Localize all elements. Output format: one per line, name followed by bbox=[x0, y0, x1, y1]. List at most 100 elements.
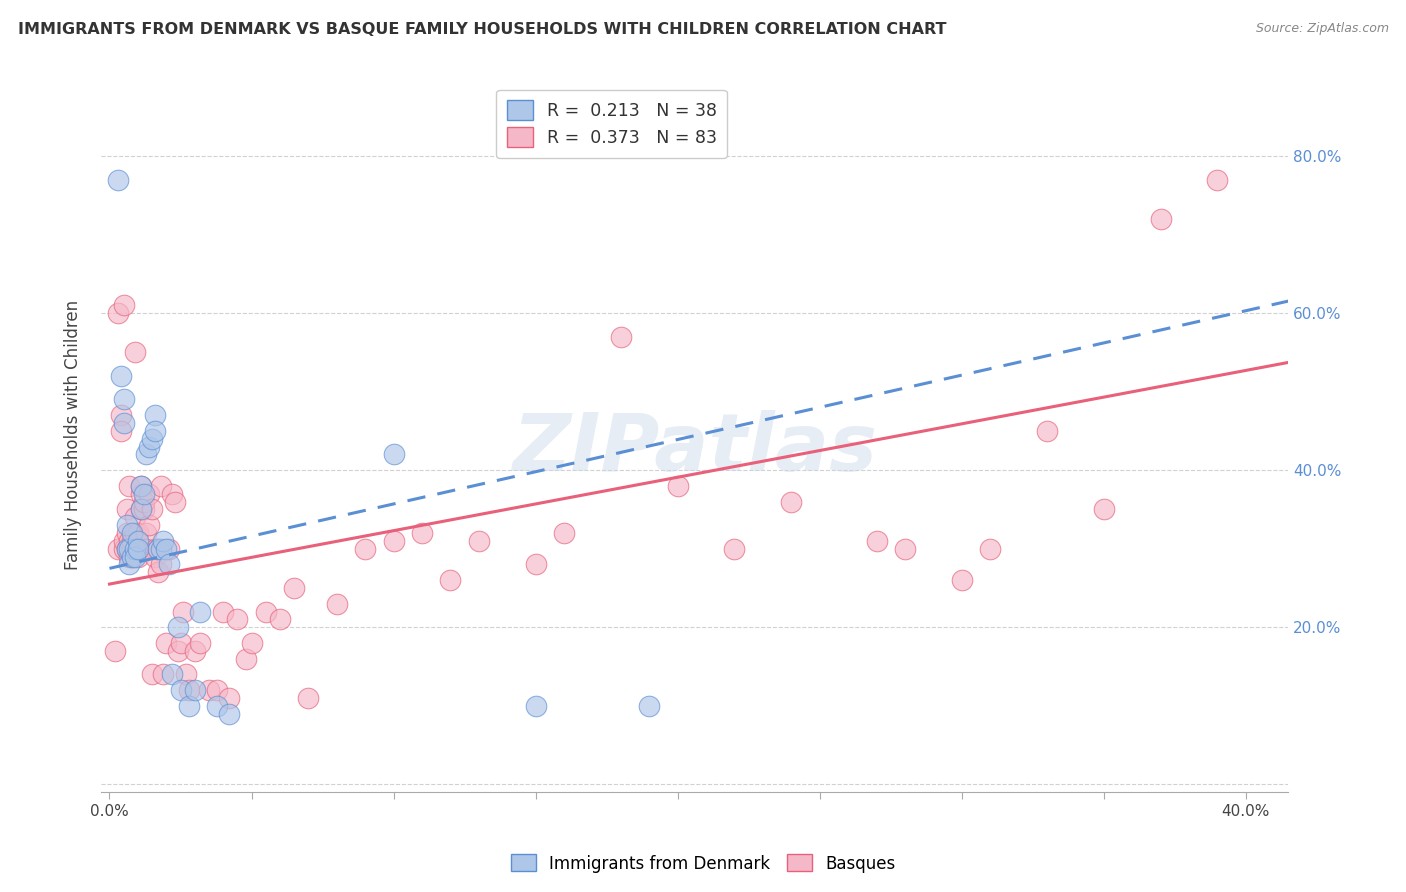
Point bbox=[894, 541, 917, 556]
Point bbox=[155, 541, 177, 556]
Point bbox=[127, 526, 149, 541]
Point bbox=[127, 541, 149, 556]
Point bbox=[115, 541, 138, 556]
Point bbox=[143, 541, 166, 556]
Point bbox=[112, 416, 135, 430]
Point bbox=[172, 605, 194, 619]
Point bbox=[183, 683, 205, 698]
Point bbox=[129, 479, 152, 493]
Point bbox=[141, 502, 163, 516]
Point bbox=[524, 558, 547, 572]
Point bbox=[174, 667, 197, 681]
Point bbox=[143, 424, 166, 438]
Point bbox=[129, 487, 152, 501]
Point bbox=[127, 549, 149, 564]
Point bbox=[110, 368, 132, 383]
Legend: R =  0.213   N = 38, R =  0.373   N = 83: R = 0.213 N = 38, R = 0.373 N = 83 bbox=[496, 90, 727, 158]
Point bbox=[190, 636, 212, 650]
Point bbox=[226, 612, 249, 626]
Point bbox=[112, 392, 135, 407]
Point bbox=[169, 683, 191, 698]
Text: ZIPatlas: ZIPatlas bbox=[512, 410, 877, 488]
Point bbox=[138, 487, 160, 501]
Point bbox=[183, 644, 205, 658]
Point bbox=[166, 620, 188, 634]
Point bbox=[157, 541, 180, 556]
Point bbox=[129, 502, 152, 516]
Point bbox=[118, 558, 141, 572]
Point bbox=[143, 549, 166, 564]
Point bbox=[207, 683, 229, 698]
Point bbox=[124, 541, 146, 556]
Point bbox=[138, 518, 160, 533]
Point bbox=[283, 581, 305, 595]
Point bbox=[138, 440, 160, 454]
Point bbox=[118, 533, 141, 548]
Point bbox=[218, 706, 240, 721]
Point bbox=[121, 533, 143, 548]
Point bbox=[149, 541, 172, 556]
Point bbox=[177, 698, 200, 713]
Point bbox=[121, 541, 143, 556]
Point bbox=[135, 526, 157, 541]
Legend: Immigrants from Denmark, Basques: Immigrants from Denmark, Basques bbox=[503, 847, 903, 880]
Point bbox=[152, 533, 174, 548]
Point bbox=[112, 298, 135, 312]
Point bbox=[124, 526, 146, 541]
Point bbox=[468, 533, 491, 548]
Point bbox=[411, 526, 433, 541]
Point bbox=[127, 533, 149, 548]
Point bbox=[146, 541, 169, 556]
Point bbox=[135, 541, 157, 556]
Point bbox=[610, 329, 633, 343]
Point bbox=[107, 541, 129, 556]
Point bbox=[146, 566, 169, 580]
Point bbox=[207, 698, 229, 713]
Point bbox=[1149, 211, 1171, 226]
Text: Source: ZipAtlas.com: Source: ZipAtlas.com bbox=[1256, 22, 1389, 36]
Point bbox=[132, 494, 155, 508]
Point bbox=[177, 683, 200, 698]
Point bbox=[780, 494, 803, 508]
Y-axis label: Family Households with Children: Family Households with Children bbox=[65, 300, 82, 570]
Point bbox=[112, 541, 135, 556]
Point bbox=[143, 408, 166, 422]
Point bbox=[124, 345, 146, 359]
Point bbox=[104, 644, 127, 658]
Point bbox=[118, 541, 141, 556]
Point bbox=[382, 447, 405, 461]
Point bbox=[110, 408, 132, 422]
Point bbox=[254, 605, 277, 619]
Point bbox=[152, 667, 174, 681]
Point bbox=[198, 683, 221, 698]
Point bbox=[1092, 502, 1115, 516]
Point bbox=[127, 541, 149, 556]
Point bbox=[326, 597, 349, 611]
Point bbox=[115, 541, 138, 556]
Point bbox=[166, 644, 188, 658]
Point bbox=[240, 636, 263, 650]
Point bbox=[190, 605, 212, 619]
Point bbox=[297, 690, 319, 705]
Point bbox=[638, 698, 661, 713]
Point bbox=[121, 549, 143, 564]
Point bbox=[979, 541, 1001, 556]
Point bbox=[115, 526, 138, 541]
Point bbox=[950, 573, 973, 587]
Point bbox=[118, 549, 141, 564]
Point bbox=[124, 510, 146, 524]
Point bbox=[382, 533, 405, 548]
Point bbox=[135, 447, 157, 461]
Point bbox=[155, 636, 177, 650]
Point bbox=[163, 494, 186, 508]
Point bbox=[132, 502, 155, 516]
Point bbox=[169, 636, 191, 650]
Point bbox=[666, 479, 689, 493]
Text: IMMIGRANTS FROM DENMARK VS BASQUE FAMILY HOUSEHOLDS WITH CHILDREN CORRELATION CH: IMMIGRANTS FROM DENMARK VS BASQUE FAMILY… bbox=[18, 22, 946, 37]
Point bbox=[160, 487, 183, 501]
Point bbox=[149, 558, 172, 572]
Point bbox=[218, 690, 240, 705]
Point bbox=[439, 573, 461, 587]
Point bbox=[129, 479, 152, 493]
Point bbox=[212, 605, 235, 619]
